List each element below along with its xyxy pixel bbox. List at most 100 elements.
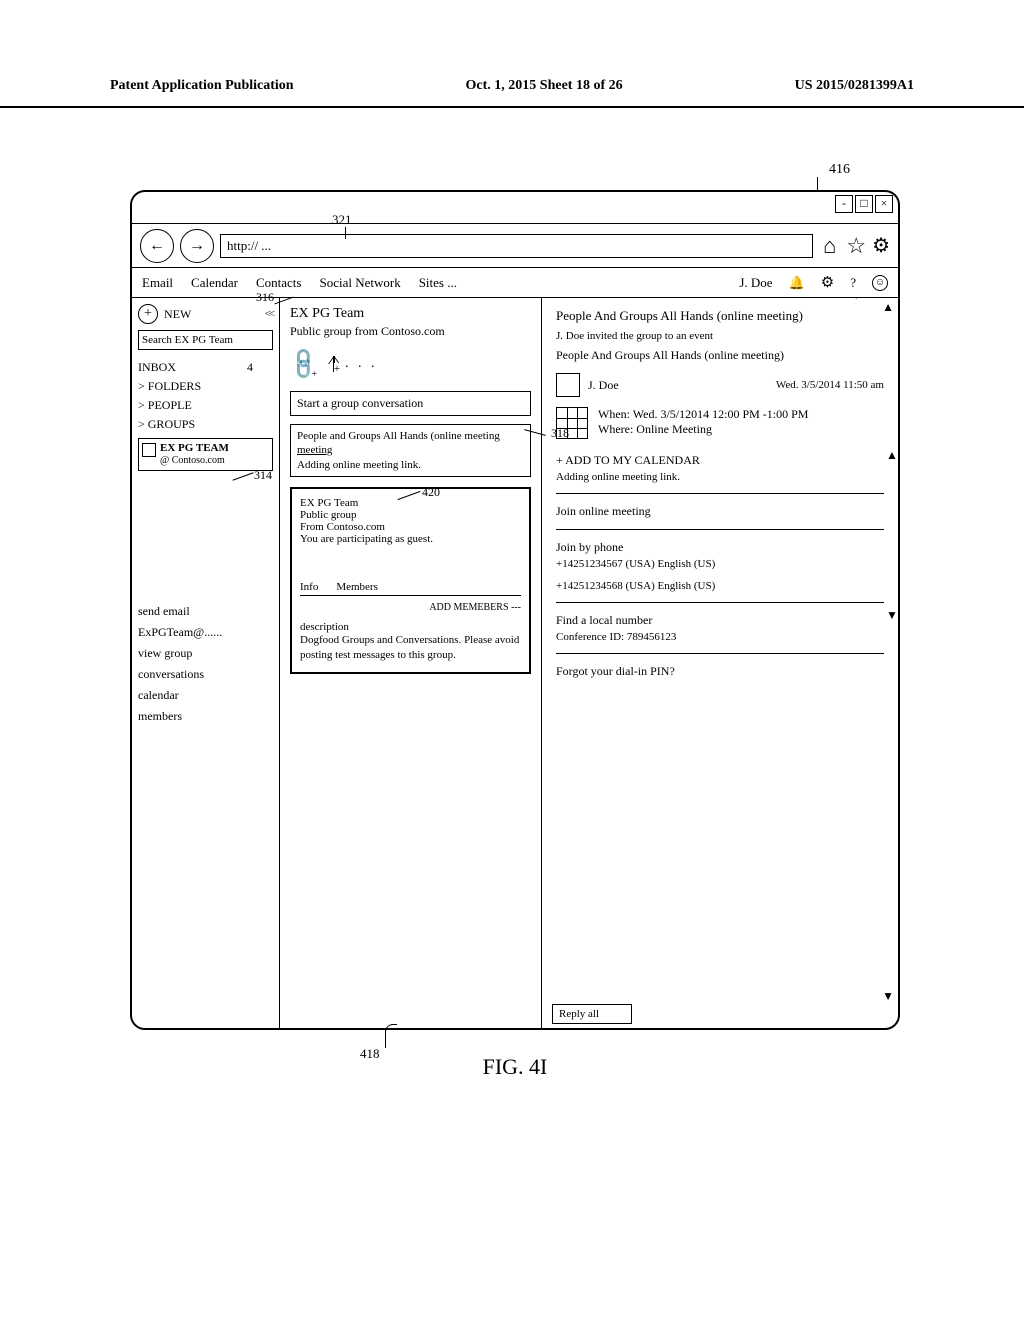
group-domain: @ Contoso.com <box>160 455 229 467</box>
group-name: EX PG TEAM <box>160 442 229 455</box>
search-input[interactable]: Search EX PG Team <box>138 330 273 350</box>
home-icon[interactable]: ⌂ <box>823 233 836 259</box>
folders-section[interactable]: > FOLDERS <box>138 377 273 396</box>
phone-number-1[interactable]: +14251234567 (USA) English (US) <box>556 558 884 570</box>
gear-icon[interactable] <box>821 273 834 292</box>
group-info-panel: 420 EX PG Team Public group From Contoso… <box>290 487 531 674</box>
people-section[interactable]: > PEOPLE <box>138 396 273 415</box>
new-button[interactable]: NEW <box>164 307 191 322</box>
tab-members[interactable]: Members <box>336 581 378 593</box>
close-button[interactable]: × <box>875 195 893 213</box>
header-center: Oct. 1, 2015 Sheet 18 of 26 <box>466 78 623 94</box>
join-online-link[interactable]: Join online meeting <box>556 504 884 519</box>
info-participating: You are participating as guest. <box>300 533 521 545</box>
add-members-link[interactable]: ADD MEMEBERS --- <box>300 602 521 613</box>
url-input[interactable]: http:// ... <box>220 234 813 258</box>
callout-314: 314 <box>254 468 272 483</box>
scroll-down-icon[interactable]: ▼ <box>882 989 894 1004</box>
inbox-folder[interactable]: INBOX <box>138 360 176 375</box>
team-subtitle: Public group from Contoso.com <box>290 324 531 339</box>
divider <box>556 493 884 494</box>
phone-number-2[interactable]: +14251234568 (USA) English (US) <box>556 580 884 592</box>
help-icon[interactable]: ? <box>850 275 856 291</box>
group-item[interactable]: EX PG TEAM @ Contoso.com <box>138 438 273 471</box>
meeting-when: When: Wed. 3/5/12014 12:00 PM -1:00 PM <box>598 407 808 422</box>
forward-button[interactable]: → <box>180 229 214 263</box>
tab-email[interactable]: Email <box>142 275 173 291</box>
nav-tabs: Email Calendar Contacts Social Network S… <box>132 268 898 298</box>
tab-contacts[interactable]: Contacts <box>256 275 302 291</box>
info-public: Public group <box>300 509 521 521</box>
send-email-address: ExPGTeam@...... <box>138 622 273 643</box>
message-invited: J. Doe invited the group to an event <box>556 330 884 342</box>
tab-sites[interactable]: Sites ... <box>419 275 457 291</box>
callout-418: 418 <box>360 1046 380 1062</box>
scroll-thumb-top-icon[interactable]: ▲ <box>886 448 896 463</box>
notifications-icon[interactable] <box>789 275 805 291</box>
scroll-thumb-bottom-icon[interactable]: ▼ <box>886 608 896 623</box>
groups-section[interactable]: > GROUPS <box>138 415 273 434</box>
title-bar: - □ × <box>132 192 898 224</box>
back-button[interactable]: ← <box>140 229 174 263</box>
sidebar: + NEW << Search EX PG Team INBOX 4 > FOL… <box>132 298 280 1028</box>
divider <box>556 653 884 654</box>
maximize-button[interactable]: □ <box>855 195 873 213</box>
add-to-calendar-link[interactable]: + ADD TO MY CALENDAR <box>556 453 884 468</box>
figure-label: FIG. 4I <box>483 1054 548 1080</box>
desc-text: Dogfood Groups and Conversations. Please… <box>300 633 521 664</box>
tab-info[interactable]: Info <box>300 581 318 593</box>
reading-pane: 324 ▲ ▲ ▼ ▼ People And Groups All Hands … <box>542 298 898 1028</box>
link-icon[interactable]: 🔗+ <box>290 351 323 377</box>
new-plus-icon[interactable]: + <box>138 304 158 324</box>
desc-label: description <box>300 621 521 633</box>
join-phone-label: Join by phone <box>556 540 884 555</box>
forgot-pin-link[interactable]: Forgot your dial-in PIN? <box>556 664 884 679</box>
sender-avatar-icon <box>556 373 580 397</box>
browser-window: - □ × ← → http:// ... ⌂ ☆ ⚙ 321 Email Ca… <box>130 190 900 1030</box>
reply-all-button[interactable]: Reply all <box>552 1004 632 1024</box>
meeting-where: Where: Online Meeting <box>598 422 808 437</box>
members-link[interactable]: members <box>138 706 273 727</box>
info-team-name: EX PG Team <box>300 497 521 509</box>
conversation-list: 316 EX PG Team Public group from Contoso… <box>280 298 542 1028</box>
conv-meeting-word: meeting <box>297 443 524 457</box>
callout-420: 420 <box>422 485 440 500</box>
scroll-up-icon[interactable]: ▲ <box>882 300 894 315</box>
adding-link-text: Adding online meeting link. <box>556 471 884 483</box>
find-local-link[interactable]: Find a local number <box>556 613 884 628</box>
sent-time: Wed. 3/5/2014 11:50 am <box>776 379 884 391</box>
conv-preview: Adding online meeting link. <box>297 458 524 472</box>
divider <box>556 602 884 603</box>
feedback-icon[interactable]: ☺ <box>872 275 888 291</box>
message-subtitle: People And Groups All Hands (online meet… <box>556 348 884 363</box>
collapse-icon[interactable]: << <box>265 308 273 320</box>
header-right: US 2015/0281399A1 <box>795 78 914 94</box>
group-avatar-icon <box>142 443 156 457</box>
callout-418-leader <box>385 1030 386 1048</box>
conversation-item[interactable]: People and Groups All Hands (online meet… <box>290 424 531 477</box>
favorites-icon[interactable]: ☆ <box>846 233 866 259</box>
user-label[interactable]: J. Doe <box>739 275 772 291</box>
info-from: From Contoso.com <box>300 521 521 533</box>
tab-calendar[interactable]: Calendar <box>191 275 238 291</box>
view-group-link[interactable]: view group <box>138 643 273 664</box>
callout-416: 416 <box>829 162 850 178</box>
message-icon[interactable]: + <box>333 357 335 372</box>
settings-gear-icon[interactable]: ⚙ <box>872 233 890 258</box>
conversations-link[interactable]: conversations <box>138 664 273 685</box>
header-rule <box>0 106 1024 108</box>
send-email-link[interactable]: send email <box>138 601 273 622</box>
callout-316: 316 <box>256 290 274 305</box>
more-icon[interactable]: . . . <box>345 356 378 372</box>
calendar-grid-icon <box>556 407 588 439</box>
minimize-button[interactable]: - <box>835 195 853 213</box>
callout-321-leader <box>345 227 346 239</box>
inbox-count: 4 <box>247 360 253 375</box>
message-title: People And Groups All Hands (online meet… <box>556 308 884 324</box>
calendar-link[interactable]: calendar <box>138 685 273 706</box>
divider <box>556 529 884 530</box>
start-conversation-input[interactable]: Start a group conversation <box>290 391 531 416</box>
tab-social[interactable]: Social Network <box>319 275 400 291</box>
conv-title: People and Groups All Hands (online meet… <box>297 429 524 443</box>
sender-name: J. Doe <box>588 378 619 393</box>
